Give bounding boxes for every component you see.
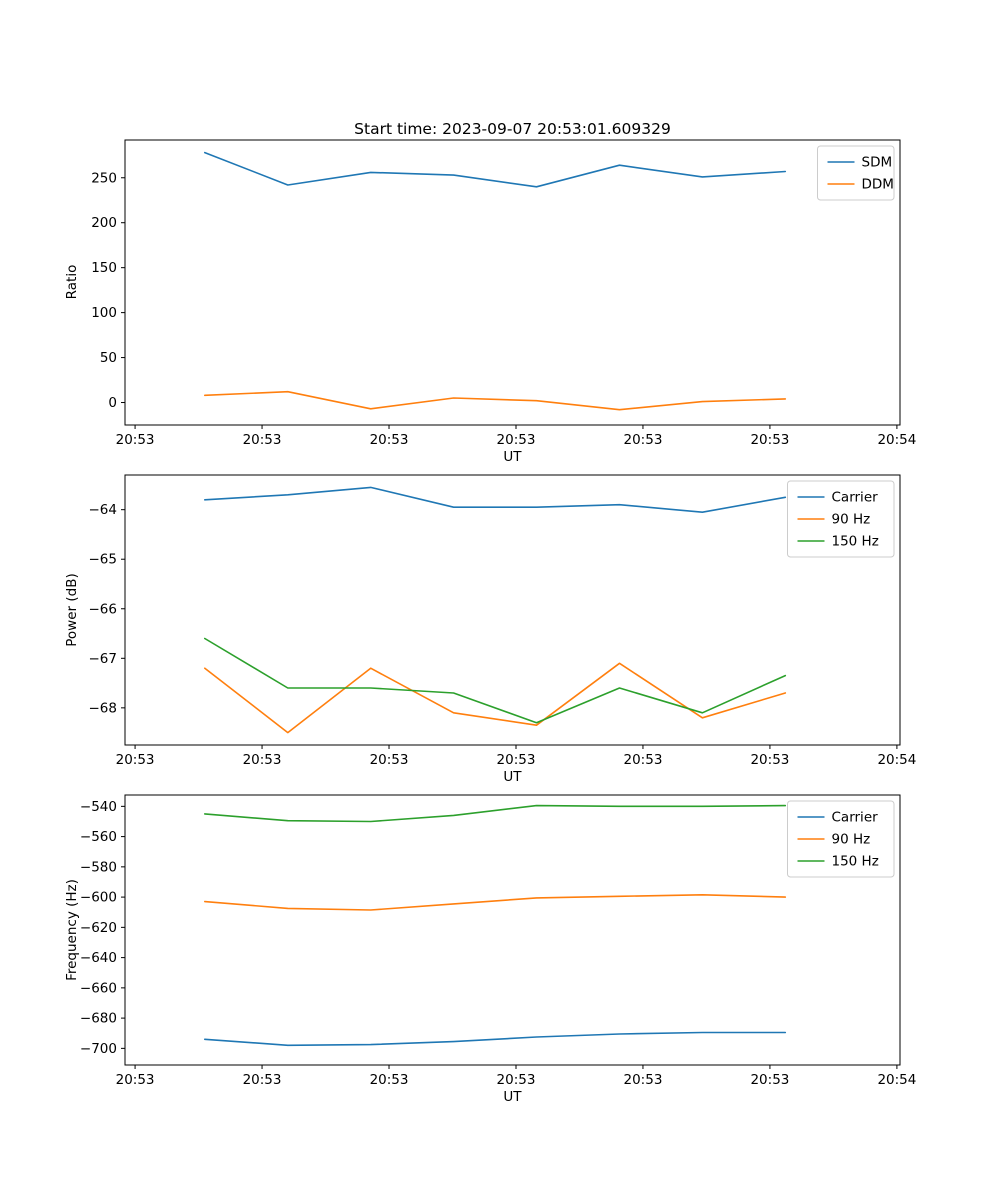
- x-tick-label: 20:53: [116, 752, 155, 768]
- y-tick-label: −660: [80, 980, 117, 996]
- chart1-x-axis-label: UT: [503, 449, 522, 465]
- y-tick-label: 0: [108, 395, 117, 411]
- series-line-90-hz: [204, 893, 787, 911]
- y-tick-label: −68: [89, 700, 118, 716]
- y-tick-label: −640: [80, 950, 117, 966]
- chart3-x-axis-label: UT: [503, 1089, 522, 1105]
- y-tick-label: −700: [80, 1041, 117, 1057]
- x-tick-label: 20:53: [497, 432, 536, 448]
- series-line-150-hz: [204, 637, 787, 724]
- series-line-sdm: [204, 151, 787, 188]
- x-tick-label: 20:53: [370, 432, 409, 448]
- x-tick-label: 20:53: [750, 752, 789, 768]
- legend-box: [817, 145, 895, 201]
- x-tick-label: 20:53: [750, 432, 789, 448]
- legend-label: SDM: [862, 155, 893, 171]
- series-line-ddm: [204, 390, 787, 411]
- chart-2: −64 −65 −66 −67 −68 20:53 20:53 20:53 20:53 20:53…: [89, 474, 916, 768]
- series-line-90-hz: [204, 662, 787, 734]
- y-tick-label: −600: [80, 890, 117, 906]
- chart-1: 0 50 100 150 200 250 20:53 20:53 20:53 20:53 20:53…: [91, 139, 916, 448]
- x-tick-label: 20:53: [243, 752, 282, 768]
- legend-label: 150 Hz: [832, 854, 879, 870]
- x-tick-label: 20:53: [370, 1072, 409, 1088]
- y-tick-label: 100: [91, 305, 117, 321]
- legend-box: [787, 800, 895, 878]
- chart3-y-axis-label: Frequency (Hz): [64, 879, 80, 981]
- x-tick-label: 20:54: [877, 752, 916, 768]
- x-tick-label: 20:53: [243, 432, 282, 448]
- series-line-carrier: [204, 1031, 787, 1047]
- y-tick-label: −620: [80, 920, 117, 936]
- y-tick-label: −580: [80, 859, 117, 875]
- legend-label: 90 Hz: [832, 512, 871, 528]
- legend-label: 90 Hz: [832, 832, 871, 848]
- x-tick-label: 20:53: [624, 752, 663, 768]
- x-tick-label: 20:53: [243, 1072, 282, 1088]
- series-line-carrier: [204, 486, 787, 514]
- y-tick-label: −66: [89, 601, 118, 617]
- x-tick-label: 20:54: [877, 1072, 916, 1088]
- y-tick-label: 150: [91, 260, 117, 276]
- x-tick-label: 20:53: [497, 752, 536, 768]
- x-tick-label: 20:53: [370, 752, 409, 768]
- legend-box: [787, 480, 895, 558]
- legend-label: Carrier: [832, 810, 879, 826]
- x-tick-label: 20:54: [877, 432, 916, 448]
- chart2-x-axis-label: UT: [503, 769, 522, 785]
- chart2-y-axis-label: Power (dB): [64, 573, 80, 647]
- y-tick-label: −65: [89, 552, 118, 568]
- y-tick-label: 250: [91, 170, 117, 186]
- chart1-y-axis-label: Ratio: [64, 264, 80, 300]
- y-tick-label: −540: [80, 799, 117, 815]
- y-tick-label: −67: [89, 651, 118, 667]
- y-tick-label: −560: [80, 829, 117, 845]
- x-tick-label: 20:53: [116, 432, 155, 448]
- plot-frame: [124, 139, 901, 426]
- y-tick-label: −680: [80, 1011, 117, 1027]
- plot-frame: [124, 794, 901, 1066]
- legend-label: 150 Hz: [832, 534, 879, 550]
- x-tick-label: 20:53: [497, 1072, 536, 1088]
- x-tick-label: 20:53: [624, 1072, 663, 1088]
- y-tick-label: 50: [100, 350, 117, 366]
- y-tick-label: 200: [91, 215, 117, 231]
- y-tick-label: −64: [89, 502, 118, 518]
- chart1-title: Start time: 2023-09-07 20:53:01.609329: [354, 120, 671, 138]
- plot-frame: [124, 474, 901, 746]
- x-tick-label: 20:53: [116, 1072, 155, 1088]
- legend-label: DDM: [862, 177, 894, 193]
- chart-3: −540 −560 −580 −600 −620 −640 −660 −680 −700 20:5…: [80, 794, 916, 1088]
- x-tick-label: 20:53: [750, 1072, 789, 1088]
- x-tick-label: 20:53: [624, 432, 663, 448]
- series-line-150-hz: [204, 804, 787, 823]
- legend-label: Carrier: [832, 490, 879, 506]
